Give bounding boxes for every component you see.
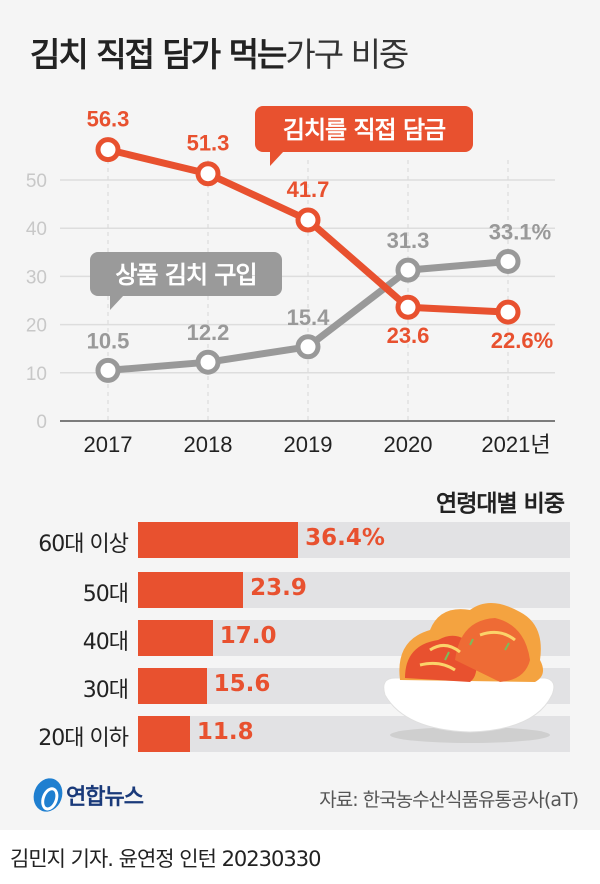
data-label: 23.6 xyxy=(387,323,430,348)
data-point xyxy=(395,294,421,320)
bar-category-label: 40대 xyxy=(82,630,129,655)
bar-fill xyxy=(138,668,207,704)
data-point xyxy=(295,334,321,360)
bar-value-label: 23.9 xyxy=(250,575,307,601)
data-point xyxy=(495,248,521,274)
data-label: 51.3 xyxy=(187,131,230,156)
data-label: 31.3 xyxy=(387,228,430,253)
bar-track: 15.6 xyxy=(138,668,570,704)
data-label: 41.7 xyxy=(287,177,330,202)
bar-track: 23.9 xyxy=(138,572,570,608)
y-tick-label: 40 xyxy=(26,219,47,240)
data-point xyxy=(395,257,421,283)
data-point xyxy=(295,207,321,233)
data-point xyxy=(95,357,121,383)
x-tick-label: 2020 xyxy=(384,432,433,457)
bar-track: 11.8 xyxy=(138,716,570,752)
callout-homemade-box xyxy=(255,106,473,152)
bar-chart-title: 연령대별 비중 xyxy=(436,491,565,517)
line-chart: 0 10 20 30 40 50 2017 2018 2019 2020 2021년 10.5 12.2… xyxy=(26,106,555,457)
bar-category-label: 50대 xyxy=(82,582,129,607)
bar-fill xyxy=(138,716,190,752)
bar-fill xyxy=(138,522,299,558)
callout-purchased-box xyxy=(90,252,282,296)
data-label: 22.6% xyxy=(491,328,553,353)
title-light: 가구 비중 xyxy=(285,35,409,74)
data-label: 56.3 xyxy=(87,107,130,132)
bar-fill xyxy=(138,572,244,608)
bar-value-label: 17.0 xyxy=(219,623,277,649)
y-tick-label: 10 xyxy=(26,364,47,385)
credit-band xyxy=(0,830,600,884)
source-text: 자료: 한국농수산식품유통공사(aT) xyxy=(319,789,579,811)
credit-text: 김민지 기자. 윤연정 인턴 20230330 xyxy=(10,847,321,871)
data-label: 10.5 xyxy=(87,328,130,353)
bar-value-label: 15.6 xyxy=(213,671,271,697)
title-bold: 김치 직접 담가 먹는 xyxy=(30,35,287,74)
bar-track: 17.0 xyxy=(138,620,570,656)
callout-homemade-tip xyxy=(270,151,284,166)
x-tick-label: 2017 xyxy=(84,432,133,457)
data-point xyxy=(495,299,521,325)
callout-purchased-tip xyxy=(110,295,124,310)
x-tick-label: 2018 xyxy=(184,432,233,457)
bar-category-label: 60대 이상 xyxy=(38,532,129,557)
data-label: 15.4 xyxy=(287,305,331,330)
bar-category-label: 20대 이하 xyxy=(38,726,129,751)
bar-category-label: 30대 xyxy=(82,678,129,703)
bar-value-label: 11.8 xyxy=(196,719,254,745)
x-tick-label: 2019 xyxy=(284,432,333,457)
logo-text: 연합뉴스 xyxy=(66,785,144,810)
data-point xyxy=(95,137,121,163)
data-label: 12.2 xyxy=(187,320,230,345)
bar-fill xyxy=(138,620,213,656)
data-label: 33.1% xyxy=(489,219,551,244)
callout-purchased-text: 상품 김치 구입 xyxy=(115,261,256,289)
bar-track: 36.4% xyxy=(138,522,570,558)
y-tick-label: 30 xyxy=(26,267,47,288)
y-tick-label: 0 xyxy=(36,412,47,433)
chart-title: 김치 직접 담가 먹는가구 비중 xyxy=(30,28,409,76)
yonhap-logo-icon xyxy=(29,774,67,816)
data-point xyxy=(195,161,221,187)
data-point xyxy=(195,349,221,375)
yonhap-logo: 연합뉴스 xyxy=(29,774,144,816)
bar-value-label: 36.4% xyxy=(305,525,385,551)
y-tick-label: 50 xyxy=(26,171,47,192)
y-tick-label: 20 xyxy=(26,316,47,337)
callout-homemade-text: 김치를 직접 담금 xyxy=(283,116,446,144)
x-tick-label: 2021년 xyxy=(481,432,550,457)
